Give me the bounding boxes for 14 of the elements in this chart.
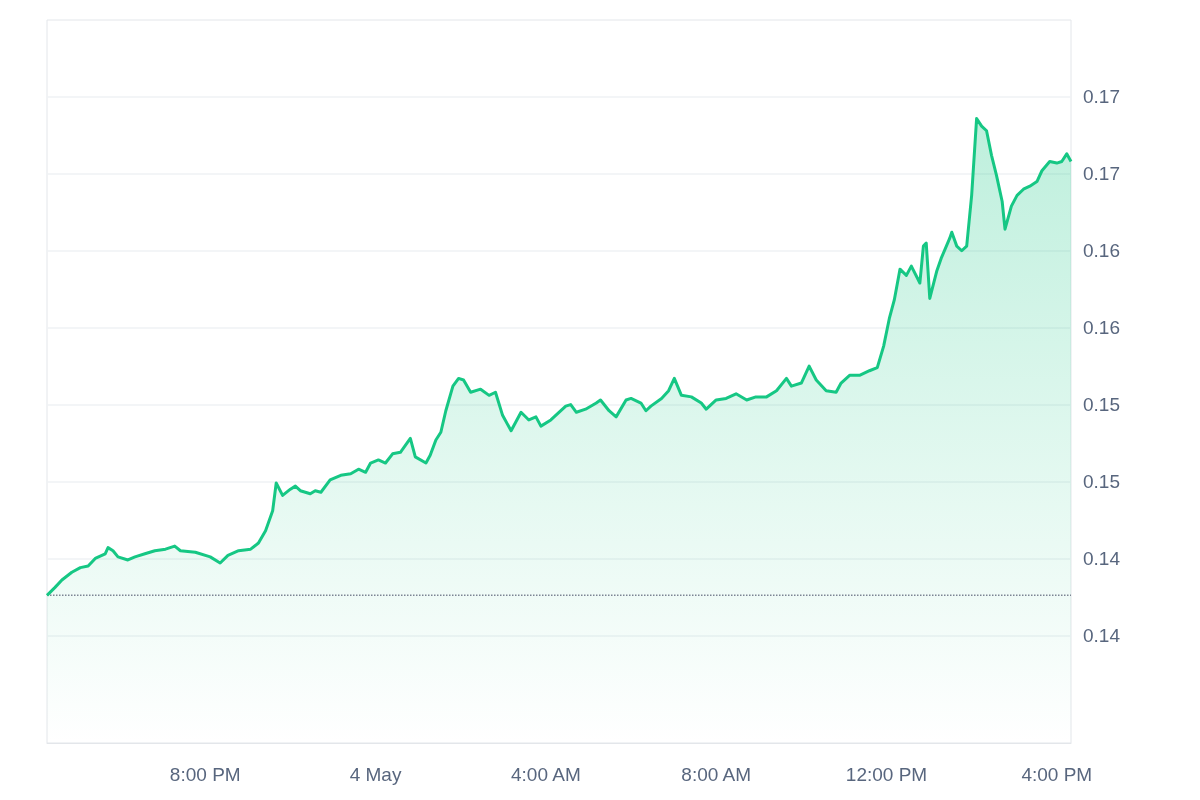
y-tick-label: 0.14 (1083, 547, 1121, 569)
x-tick-label: 4 May (349, 764, 402, 785)
y-tick-label: 0.16 (1083, 240, 1120, 262)
y-tick-label: 0.17 (1083, 163, 1120, 185)
y-tick-label: 0.15 (1083, 470, 1120, 492)
y-tick-label: 0.15 (1083, 394, 1120, 416)
x-tick-label: 8:00 AM (681, 764, 752, 785)
y-tick-label: 0.16 (1083, 317, 1120, 339)
y-tick-label: 0.14 (1083, 624, 1121, 646)
y-tick-label: 0.17 (1083, 86, 1120, 108)
x-tick-label: 4:00 AM (511, 764, 581, 785)
x-tick-label: 8:00 PM (169, 764, 241, 785)
x-tick-label: 4:00 PM (1021, 764, 1093, 785)
x-tick-label: 12:00 PM (845, 764, 928, 785)
